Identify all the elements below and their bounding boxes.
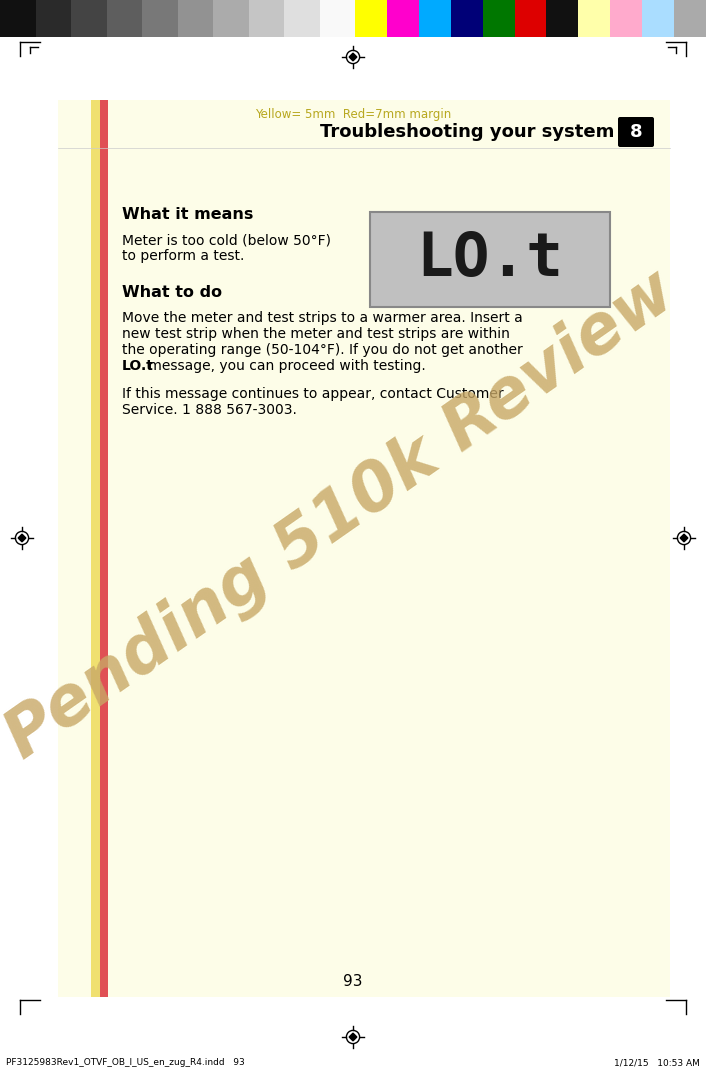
Text: Meter is too cold (below 50°F): Meter is too cold (below 50°F) (122, 233, 331, 247)
Text: 8: 8 (630, 123, 642, 141)
Text: PF3125983Rev1_OTVF_OB_I_US_en_zug_R4.indd   93: PF3125983Rev1_OTVF_OB_I_US_en_zug_R4.ind… (6, 1058, 245, 1067)
Polygon shape (349, 53, 357, 61)
Bar (249, 0, 284, 37)
FancyBboxPatch shape (618, 117, 654, 147)
Text: Troubleshooting your system: Troubleshooting your system (320, 123, 614, 141)
Bar (0, 0, 35, 37)
Bar (142, 0, 177, 37)
Bar (387, 0, 419, 37)
Bar (100, 100, 108, 997)
Bar (419, 0, 450, 37)
Polygon shape (349, 1033, 357, 1041)
Bar (642, 0, 674, 37)
Text: new test strip when the meter and test strips are within: new test strip when the meter and test s… (122, 327, 510, 341)
Bar (674, 0, 706, 37)
Bar (58, 100, 670, 997)
Text: What it means: What it means (122, 207, 253, 223)
Text: What to do: What to do (122, 285, 222, 300)
Text: message, you can proceed with testing.: message, you can proceed with testing. (144, 359, 426, 373)
Bar (213, 0, 249, 37)
Text: Move the meter and test strips to a warmer area. Insert a: Move the meter and test strips to a warm… (122, 311, 522, 325)
Text: 93: 93 (343, 975, 363, 989)
Bar (177, 0, 213, 37)
Bar (483, 0, 515, 37)
Polygon shape (680, 534, 688, 542)
Bar (71, 0, 107, 37)
Bar (91, 100, 100, 997)
Bar (370, 212, 610, 307)
Text: Service. 1 888 567-3003.: Service. 1 888 567-3003. (122, 403, 297, 417)
Text: If this message continues to appear, contact Customer: If this message continues to appear, con… (122, 387, 503, 401)
Text: 1/12/15   10:53 AM: 1/12/15 10:53 AM (614, 1058, 700, 1067)
Bar (610, 0, 642, 37)
Text: Yellow= 5mm  Red=7mm margin: Yellow= 5mm Red=7mm margin (255, 108, 451, 121)
Bar (35, 0, 71, 37)
Text: the operating range (50-104°F). If you do not get another: the operating range (50-104°F). If you d… (122, 343, 522, 357)
Text: LO.t: LO.t (122, 359, 154, 373)
Text: to perform a test.: to perform a test. (122, 249, 244, 263)
Bar (450, 0, 483, 37)
Bar (320, 0, 355, 37)
Polygon shape (18, 534, 26, 542)
Text: LO.t: LO.t (417, 230, 563, 289)
Bar (546, 0, 578, 37)
Bar (515, 0, 546, 37)
Bar (284, 0, 320, 37)
Text: Pending 510k Review: Pending 510k Review (0, 258, 688, 772)
Bar (578, 0, 610, 37)
Bar (107, 0, 142, 37)
Bar (355, 0, 387, 37)
